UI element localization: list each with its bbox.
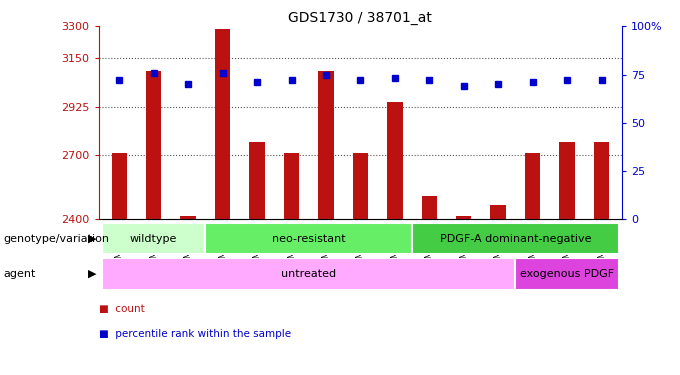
Bar xyxy=(102,223,205,254)
Text: PDGF-A dominant-negative: PDGF-A dominant-negative xyxy=(440,234,591,243)
Text: ■  count: ■ count xyxy=(99,304,144,314)
Text: genotype/variation: genotype/variation xyxy=(3,234,109,243)
Bar xyxy=(525,153,541,219)
Text: ■  percentile rank within the sample: ■ percentile rank within the sample xyxy=(99,329,291,339)
Bar xyxy=(353,153,368,219)
Bar xyxy=(205,223,412,254)
Text: ▶: ▶ xyxy=(88,234,97,243)
Bar xyxy=(387,102,403,219)
Bar xyxy=(215,30,231,219)
Bar xyxy=(490,206,506,219)
Bar xyxy=(594,142,609,219)
Bar xyxy=(250,142,265,219)
Text: agent: agent xyxy=(3,269,36,279)
Bar xyxy=(102,258,515,290)
Bar xyxy=(560,142,575,219)
Title: GDS1730 / 38701_at: GDS1730 / 38701_at xyxy=(288,11,432,25)
Bar xyxy=(456,216,471,219)
Text: wildtype: wildtype xyxy=(130,234,177,243)
Bar xyxy=(422,196,437,219)
Text: neo-resistant: neo-resistant xyxy=(272,234,345,243)
Bar xyxy=(318,71,334,219)
Text: exogenous PDGF: exogenous PDGF xyxy=(520,269,614,279)
Bar xyxy=(146,71,161,219)
Bar xyxy=(112,153,127,219)
Text: untreated: untreated xyxy=(281,269,337,279)
Bar xyxy=(515,258,619,290)
Text: ▶: ▶ xyxy=(88,269,97,279)
Bar xyxy=(412,223,619,254)
Bar xyxy=(284,153,299,219)
Bar xyxy=(180,216,196,219)
